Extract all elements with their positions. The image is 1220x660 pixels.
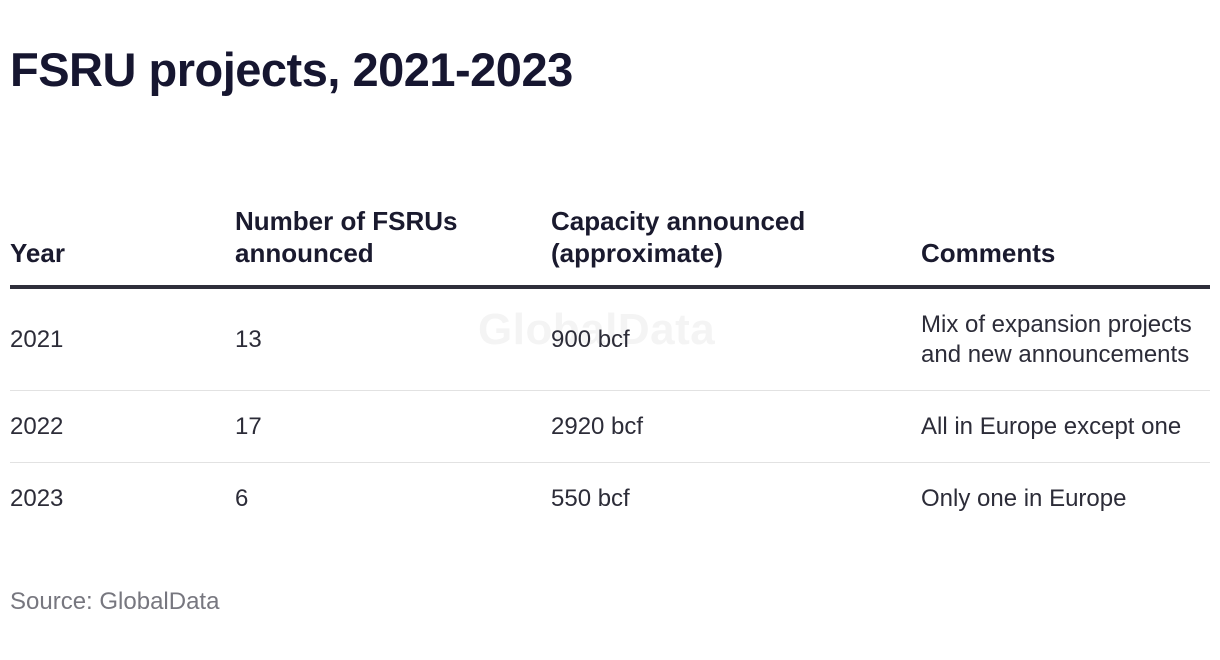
cell-capacity: 550 bcf xyxy=(551,485,630,512)
cell-comment: Mix of expansion projects and new announ… xyxy=(921,287,1210,391)
cell-year: 2021 xyxy=(10,287,235,391)
cell-comment: Only one in Europe xyxy=(921,485,1127,512)
cell-capacity: 900 bcf xyxy=(551,287,921,391)
table-row: 2021 13 900 bcf Mix of expansion project… xyxy=(10,287,1210,391)
source-note: Source: GlobalData xyxy=(10,588,220,615)
cell-year: 2023 xyxy=(10,485,64,512)
cell-number: 17 xyxy=(235,390,551,463)
column-header-year: Year xyxy=(10,205,235,289)
column-header-comments: Comments xyxy=(921,205,1210,289)
cell-year: 2022 xyxy=(10,390,235,463)
table-row: 2023 6 550 bcf Only one in Europe xyxy=(10,463,1210,536)
cell-capacity: 2920 bcf xyxy=(551,390,921,463)
column-header-number-announced: Number of FSRUs announced xyxy=(235,205,551,289)
column-header-capacity: Capacity announced (approximate) xyxy=(551,205,921,289)
table-header-row: Year Number of FSRUs announced Capacity … xyxy=(10,205,1210,289)
cell-number: 6 xyxy=(235,485,249,512)
cell-number: 13 xyxy=(235,287,551,391)
page-title: FSRU projects, 2021-2023 xyxy=(10,43,573,96)
table-row: 2022 17 2920 bcf All in Europe except on… xyxy=(10,390,1210,463)
cell-comment: All in Europe except one xyxy=(921,390,1210,463)
fsru-projects-table: Year Number of FSRUs announced Capacity … xyxy=(10,205,1210,535)
